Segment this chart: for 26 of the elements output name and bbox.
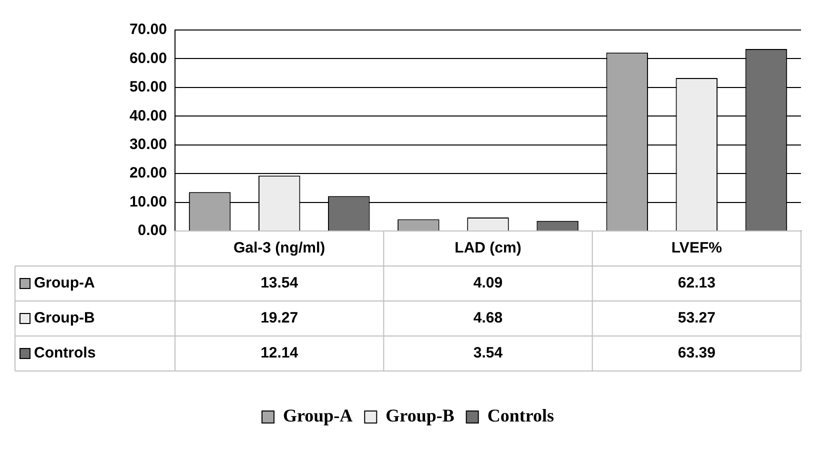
legend-label: Group-A bbox=[34, 274, 95, 292]
y-tick-label: 60.00 bbox=[129, 50, 167, 67]
legend-label: Group-B bbox=[386, 406, 454, 426]
data-label: 3.54 bbox=[473, 344, 504, 362]
y-tick-label: 70.00 bbox=[129, 21, 167, 38]
data-label: 62.13 bbox=[678, 274, 716, 292]
data-label: 12.14 bbox=[260, 344, 299, 362]
x-tick-label: LVEF% bbox=[671, 240, 722, 257]
x-tick-label: Gal-3 (ng/ml) bbox=[233, 240, 326, 257]
data-label: 4.68 bbox=[473, 310, 503, 327]
legend-label: Controls bbox=[487, 406, 554, 426]
text: Group-B bbox=[34, 310, 95, 327]
y-tick-label: 0.00 bbox=[138, 222, 167, 240]
data-label: 19.27 bbox=[260, 310, 298, 327]
y-tick-label: 50.00 bbox=[129, 78, 167, 96]
text: Group-A bbox=[282, 406, 353, 426]
y-tick-label: 30.00 bbox=[129, 136, 167, 153]
y-tick-label: 10.00 bbox=[129, 193, 167, 210]
data-label: 13.54 bbox=[260, 274, 299, 292]
text: Controls bbox=[34, 344, 96, 362]
x-tick-label: LAD (cm) bbox=[454, 240, 522, 257]
data-label: 63.39 bbox=[678, 344, 716, 362]
data-label: 53.27 bbox=[678, 310, 716, 327]
data-label: 4.09 bbox=[473, 274, 503, 292]
y-tick-label: 40.00 bbox=[129, 107, 167, 124]
y-tick-label: 20.00 bbox=[129, 164, 167, 182]
